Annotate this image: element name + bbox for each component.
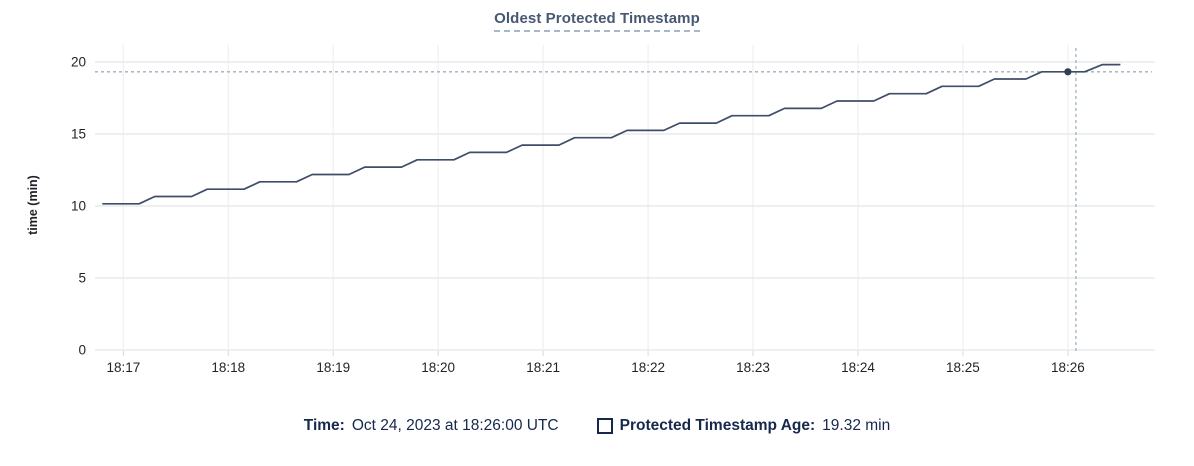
y-tick-label: 0 [78, 343, 86, 358]
legend-time-label: Time: [303, 417, 345, 434]
x-tick-label: 18:23 [736, 360, 770, 375]
hover-point-dot [1064, 68, 1072, 76]
legend-time-value: Oct 24, 2023 at 18:26:00 UTC [351, 417, 559, 434]
chart-title-row: Oldest Protected Timestamp [0, 10, 1194, 32]
line-chart-plot-area[interactable]: 18:17 18:18 18:19 18:20 18:21 18:22 18:23 18:24… [0, 0, 1194, 400]
x-tick-label: 18:17 [106, 360, 140, 375]
x-tick-label: 18:21 [526, 360, 560, 375]
chart-title[interactable]: Oldest Protected Timestamp [494, 10, 700, 32]
legend-series-item[interactable]: Protected Timestamp Age: 19.32 min [596, 417, 891, 435]
x-tick-label: 18:24 [841, 360, 875, 375]
legend-time-item: Time: Oct 24, 2023 at 18:26:00 UTC [304, 417, 559, 435]
x-tick-label: 18:19 [316, 360, 350, 375]
x-tick-label: 18:22 [631, 360, 665, 375]
x-tick-label: 18:20 [421, 360, 455, 375]
y-tick-label: 15 [71, 127, 86, 142]
chart-legend: Time: Oct 24, 2023 at 18:26:00 UTC Prote… [0, 417, 1194, 435]
x-tick-label: 18:26 [1051, 360, 1085, 375]
series-swatch-checkbox[interactable] [596, 418, 613, 434]
y-tick-label: 20 [71, 55, 86, 70]
y-tick-label: 10 [71, 199, 86, 214]
legend-series-value: 19.32 min [822, 417, 891, 434]
y-tick-label: 5 [78, 271, 86, 286]
series-line [102, 63, 1121, 205]
x-tick-label: 18:25 [946, 360, 980, 375]
x-tick-label: 18:18 [211, 360, 245, 375]
legend-series-label: Protected Timestamp Age: [619, 417, 816, 434]
